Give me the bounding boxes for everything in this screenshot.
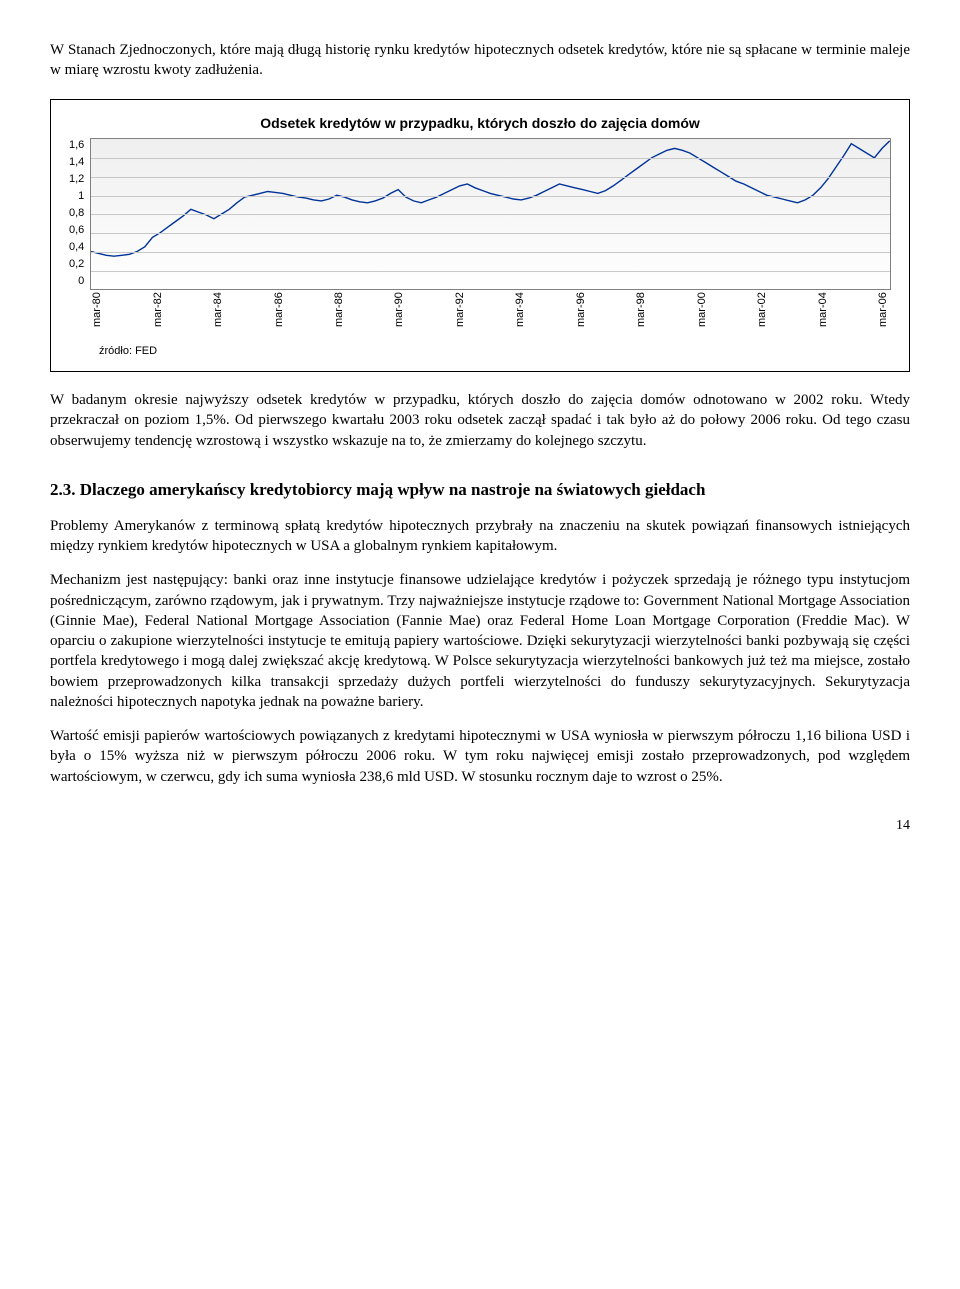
y-tick-label: 0,2 xyxy=(69,257,84,272)
x-tick-label: mar-80 xyxy=(90,292,105,338)
y-tick-label: 0 xyxy=(78,274,84,289)
x-tick-label: mar-88 xyxy=(332,292,347,338)
chart-container: Odsetek kredytów w przypadku, których do… xyxy=(50,99,910,373)
y-tick-label: 1,2 xyxy=(69,172,84,187)
body-paragraph-3: Wartość emisji papierów wartościowych po… xyxy=(50,726,910,787)
x-tick-label: mar-02 xyxy=(755,292,770,338)
x-tick-label: mar-06 xyxy=(876,292,891,338)
chart-plot-area xyxy=(90,138,891,290)
y-tick-label: 0,4 xyxy=(69,240,84,255)
x-tick-label: mar-84 xyxy=(211,292,226,338)
body-paragraph-1: Problemy Amerykanów z terminową spłatą k… xyxy=(50,516,910,557)
x-tick-label: mar-92 xyxy=(453,292,468,338)
x-tick-label: mar-98 xyxy=(634,292,649,338)
chart-source: źródło: FED xyxy=(99,344,891,359)
page-number: 14 xyxy=(50,817,910,836)
section-heading: 2.3. Dlaczego amerykańscy kredytobiorcy … xyxy=(50,479,910,502)
intro-paragraph: W Stanach Zjednoczonych, które mają dług… xyxy=(50,40,910,81)
y-tick-label: 0,6 xyxy=(69,223,84,238)
y-tick-label: 1,4 xyxy=(69,155,84,170)
body-paragraph-2: Mechanizm jest następujący: banki oraz i… xyxy=(50,570,910,712)
x-tick-label: mar-82 xyxy=(151,292,166,338)
y-tick-label: 1 xyxy=(78,189,84,204)
x-tick-label: mar-86 xyxy=(272,292,287,338)
y-tick-label: 0,8 xyxy=(69,206,84,221)
chart-x-axis: mar-80 mar-82 mar-84 mar-86 mar-88 mar-90 mar-… xyxy=(90,292,891,338)
y-tick-label: 1,6 xyxy=(69,138,84,153)
x-tick-label: mar-04 xyxy=(816,292,831,338)
x-tick-label: mar-96 xyxy=(574,292,589,338)
chart-title: Odsetek kredytów w przypadku, których do… xyxy=(69,114,891,133)
x-tick-label: mar-94 xyxy=(513,292,528,338)
paragraph-after-chart: W badanym okresie najwyższy odsetek kred… xyxy=(50,390,910,451)
x-tick-label: mar-00 xyxy=(695,292,710,338)
chart-y-axis: 1,6 1,4 1,2 1 0,8 0,6 0,4 0,2 0 xyxy=(69,138,90,288)
x-tick-label: mar-90 xyxy=(392,292,407,338)
